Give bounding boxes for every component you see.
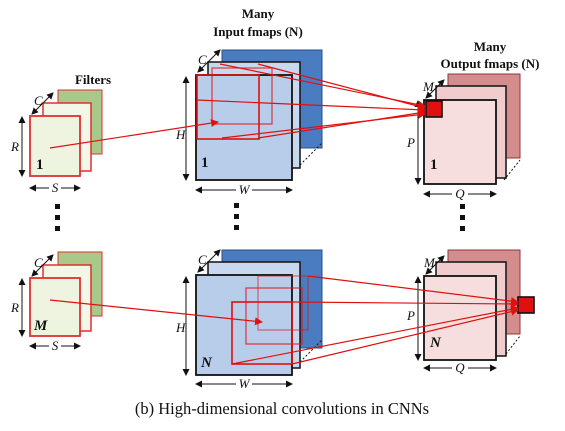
ellipsis-inputs [234,203,239,230]
filter-to-input-arrow [49,119,219,149]
input-channel-label-c: C [198,52,207,67]
input-front-face [195,274,293,376]
window-to-output-arrow [221,110,426,139]
arrows-bottom [49,275,519,365]
channel-label-c: C [34,255,43,270]
window-to-output-arrow [291,307,519,365]
input-receptive-window [231,301,293,365]
output-stack-bottom: M P Q N [406,249,535,375]
window-to-output-arrow [257,63,426,111]
input-stack-bottom: C H W N [175,249,323,391]
window-to-output-arrow [231,305,519,365]
filter-front-face [29,277,81,337]
output-width-label-q: Q [455,186,465,201]
filter-index-first: 1 [36,157,44,173]
output-stack-top: M P Q 1 [406,73,521,201]
output-highlight-pixel [517,296,535,314]
output-height-label-p: P [406,308,415,323]
input-stack-top: C H W 1 [175,49,323,197]
input-receptive-window [196,74,260,140]
output-channel-label-m: M [423,255,436,270]
filter-front-face [29,115,81,177]
input-channel-label-c: C [198,252,207,267]
filter-height-label-r: R [10,139,19,154]
output-width-label-q: Q [455,360,465,375]
input-height-label-h: H [175,127,186,142]
output-index-last: N [429,335,442,351]
output-index-first: 1 [430,157,438,173]
input-index-first: 1 [201,155,209,171]
window-to-output-arrow [257,109,426,139]
output-channel-label-m: M [422,79,435,94]
arrows-top [49,63,426,149]
output-heading-line1: Many [474,39,507,54]
filter-width-label-s: S [52,180,59,195]
output-height-label-p: P [406,135,415,150]
filter-height-label-r: R [10,300,19,315]
channel-label-c: C [34,93,43,108]
input-height-label-h: H [175,320,186,335]
input-width-label-w: W [239,376,251,391]
input-heading-line1: Many [242,6,275,21]
filters-heading: Filters [75,72,111,87]
filter-width-label-s: S [52,338,59,353]
window-to-output-arrow [291,299,519,308]
filter-stack-bottom: C R S M [10,251,103,353]
filter-index-last: M [33,318,48,334]
filter-to-input-arrow [49,299,263,326]
ellipsis-outputs [460,204,465,231]
output-heading-line2: Output fmaps (N) [441,56,540,71]
input-width-label-w: W [239,182,251,197]
input-heading-line2: Input fmaps (N) [213,24,303,39]
figure-caption: (b) High-dimensional convolutions in CNN… [135,399,429,418]
window-to-output-arrow [307,275,519,306]
filter-stack-top: C R S 1 [10,89,103,195]
ellipsis-filters [55,204,60,231]
input-front-face [195,74,293,181]
input-index-last: N [200,355,213,371]
window-to-output-arrow [196,99,426,114]
output-highlight-pixel [425,100,443,118]
